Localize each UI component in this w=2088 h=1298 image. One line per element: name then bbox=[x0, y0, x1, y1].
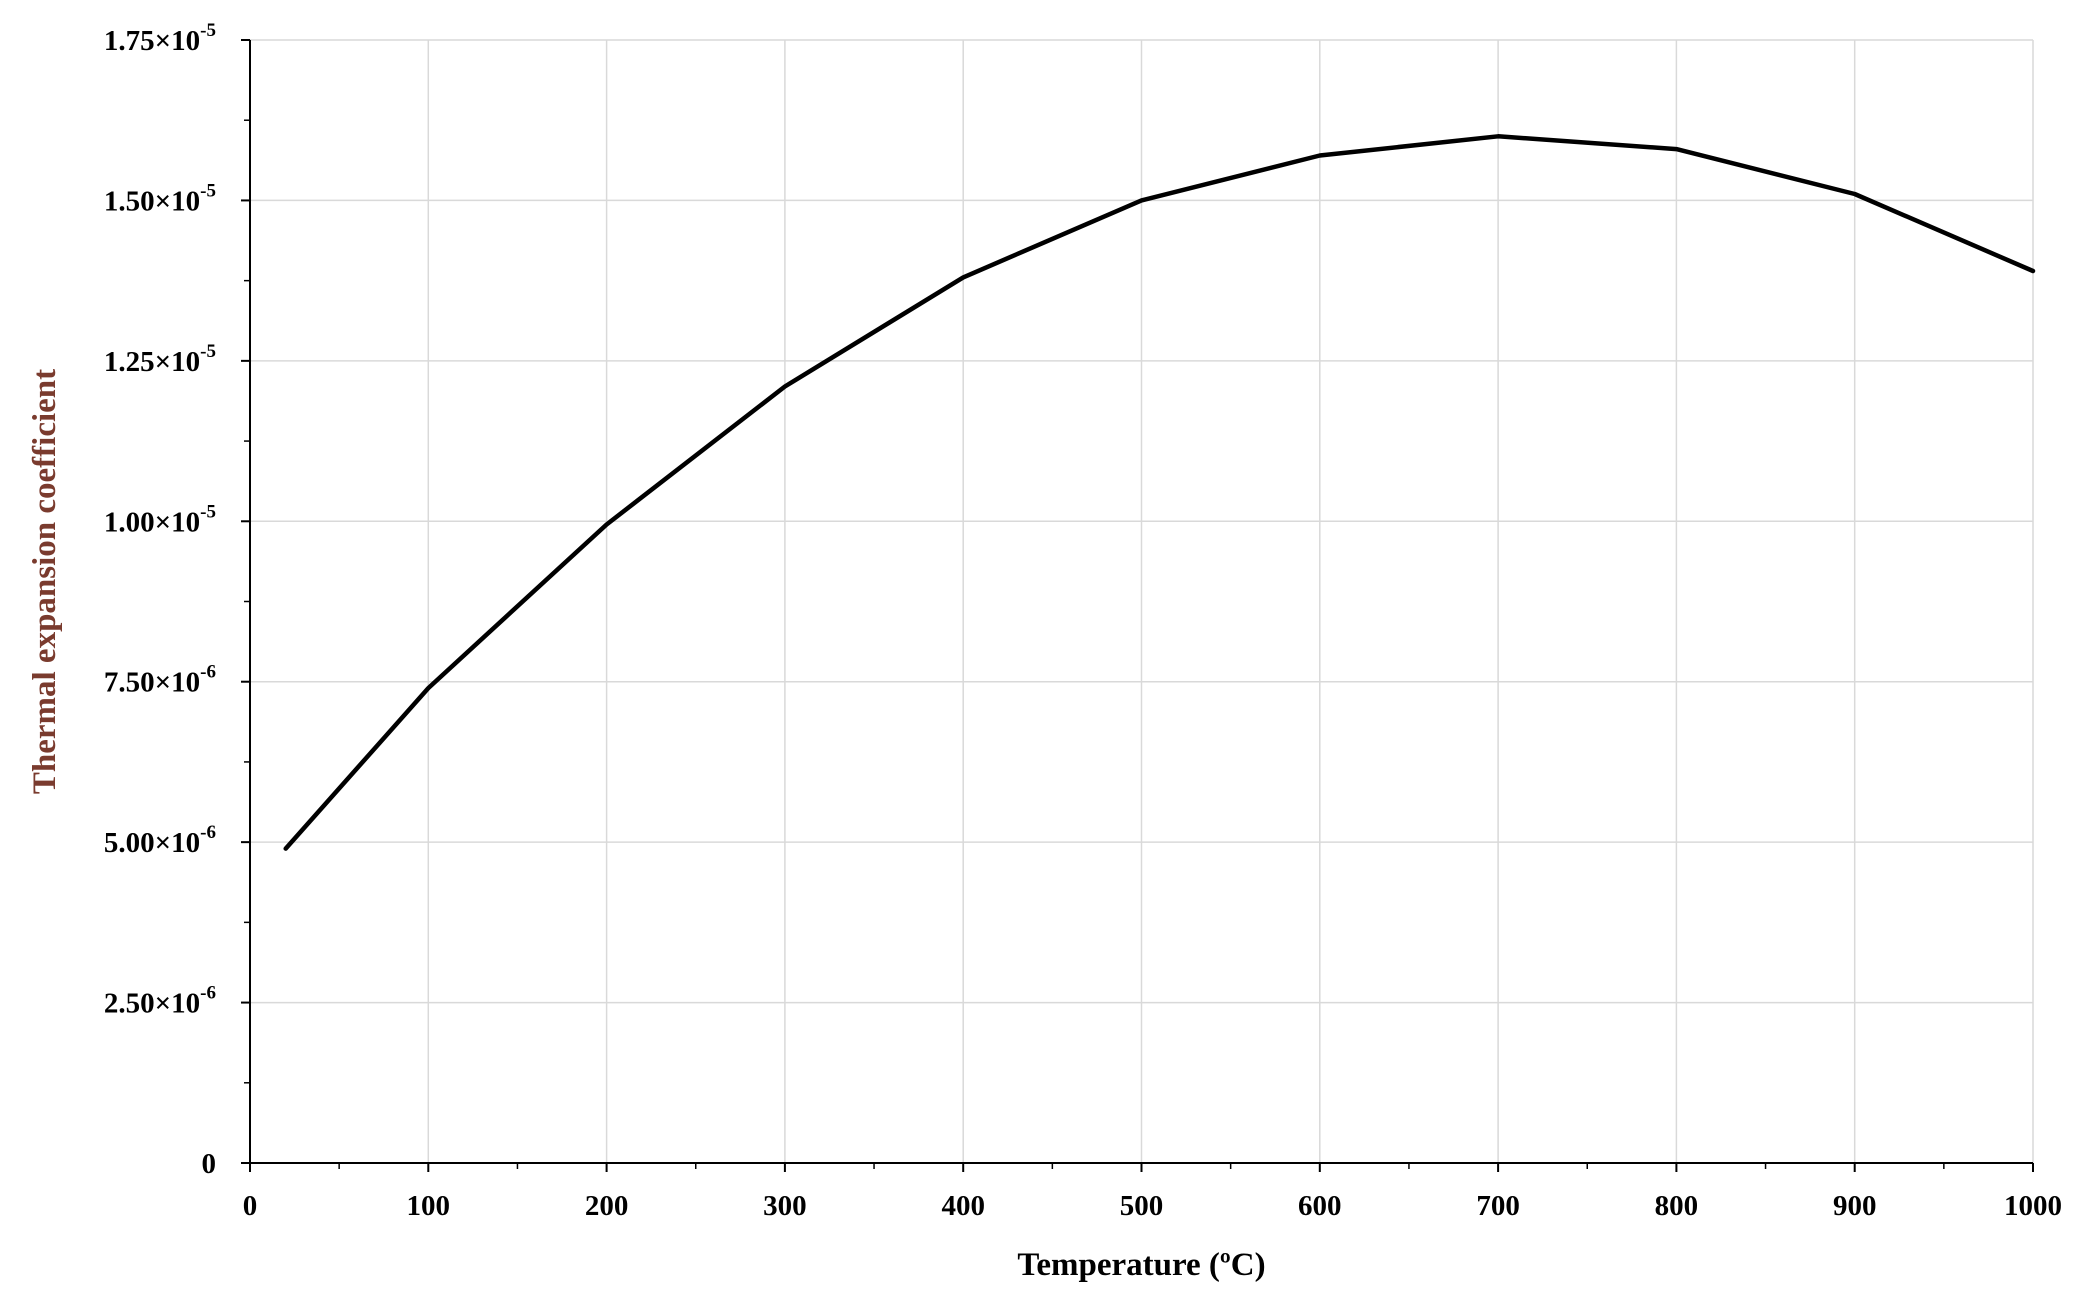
y-axis-title: Thermal expansion coefficient bbox=[27, 369, 63, 794]
y-tick-label: 1.00×10-5 bbox=[104, 501, 216, 538]
y-tick-label: 5.00×10-6 bbox=[104, 822, 216, 859]
tick-labels: 0 100 200 300 400 500 600 700 800 900 1000 0 2.50×10… bbox=[104, 20, 2062, 1222]
x-tick-label: 600 bbox=[1298, 1190, 1342, 1222]
x-tick-label: 800 bbox=[1655, 1190, 1699, 1222]
series-line bbox=[283, 134, 2036, 851]
x-tick-label: 500 bbox=[1120, 1190, 1164, 1222]
x-tick-label: 1000 bbox=[2004, 1190, 2062, 1222]
series-lines bbox=[283, 134, 2036, 851]
x-tick-label: 0 bbox=[243, 1190, 258, 1222]
x-tick-label: 200 bbox=[585, 1190, 629, 1222]
y-tick-label: 1.75×10-5 bbox=[104, 20, 216, 57]
x-axis-title: Temperature (ºC) bbox=[1017, 1247, 1265, 1283]
x-tick-label: 300 bbox=[763, 1190, 807, 1222]
y-tick-label: 2.50×10-6 bbox=[104, 983, 216, 1020]
y-tick-label: 7.50×10-6 bbox=[104, 662, 216, 699]
x-tick-label: 700 bbox=[1476, 1190, 1520, 1222]
y-tick-label: 1.50×10-5 bbox=[104, 180, 216, 217]
y-tick-label: 1.25×10-5 bbox=[104, 341, 216, 378]
y-tick-label: 0 bbox=[202, 1148, 217, 1180]
x-tick-label: 100 bbox=[407, 1190, 451, 1222]
x-tick-label: 400 bbox=[941, 1190, 985, 1222]
axes bbox=[241, 39, 2034, 1172]
x-tick-label: 900 bbox=[1833, 1190, 1877, 1222]
grid-lines bbox=[250, 39, 2034, 1163]
